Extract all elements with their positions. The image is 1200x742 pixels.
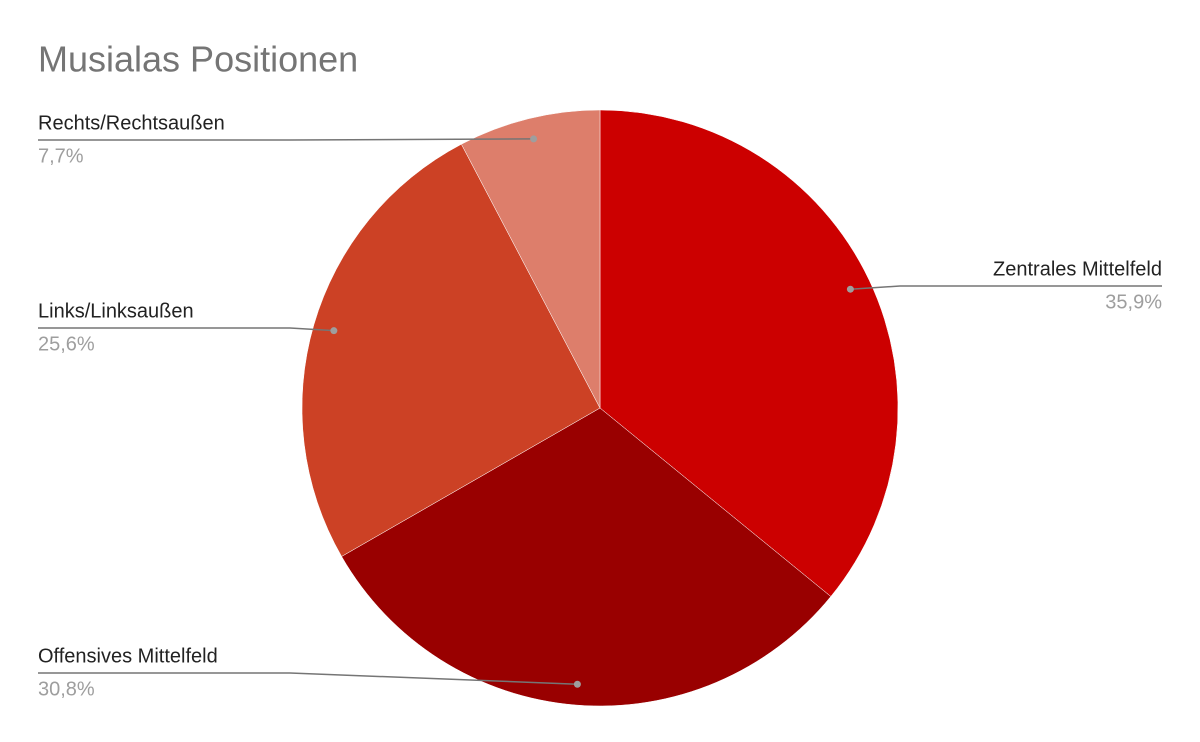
slice-value-label: 30,8% — [38, 678, 95, 700]
pie-slice — [341, 407, 832, 707]
chart-title: Musialas Positionen — [38, 39, 358, 80]
leader-dot — [846, 285, 854, 293]
pie-slice — [301, 143, 601, 557]
leader-dot — [530, 135, 538, 143]
pie-slice — [599, 109, 899, 597]
slice-label: Rechts/Rechtsaußen — [38, 112, 225, 134]
slice-value-label: 7,7% — [38, 145, 84, 167]
leader-line — [850, 285, 1162, 290]
leader-line — [38, 327, 334, 332]
slice-label: Links/Linksaußen — [38, 300, 194, 322]
slice-label: Zentrales Mittelfeld — [993, 258, 1162, 280]
leader-dot — [573, 680, 581, 688]
leader-line — [38, 138, 534, 141]
leader-dot — [330, 327, 338, 335]
pie-slice — [461, 109, 601, 409]
slice-value-label: 35,9% — [1105, 291, 1162, 313]
leader-line — [38, 672, 578, 685]
slice-label: Offensives Mittelfeld — [38, 645, 218, 667]
slice-value-label: 25,6% — [38, 333, 95, 355]
